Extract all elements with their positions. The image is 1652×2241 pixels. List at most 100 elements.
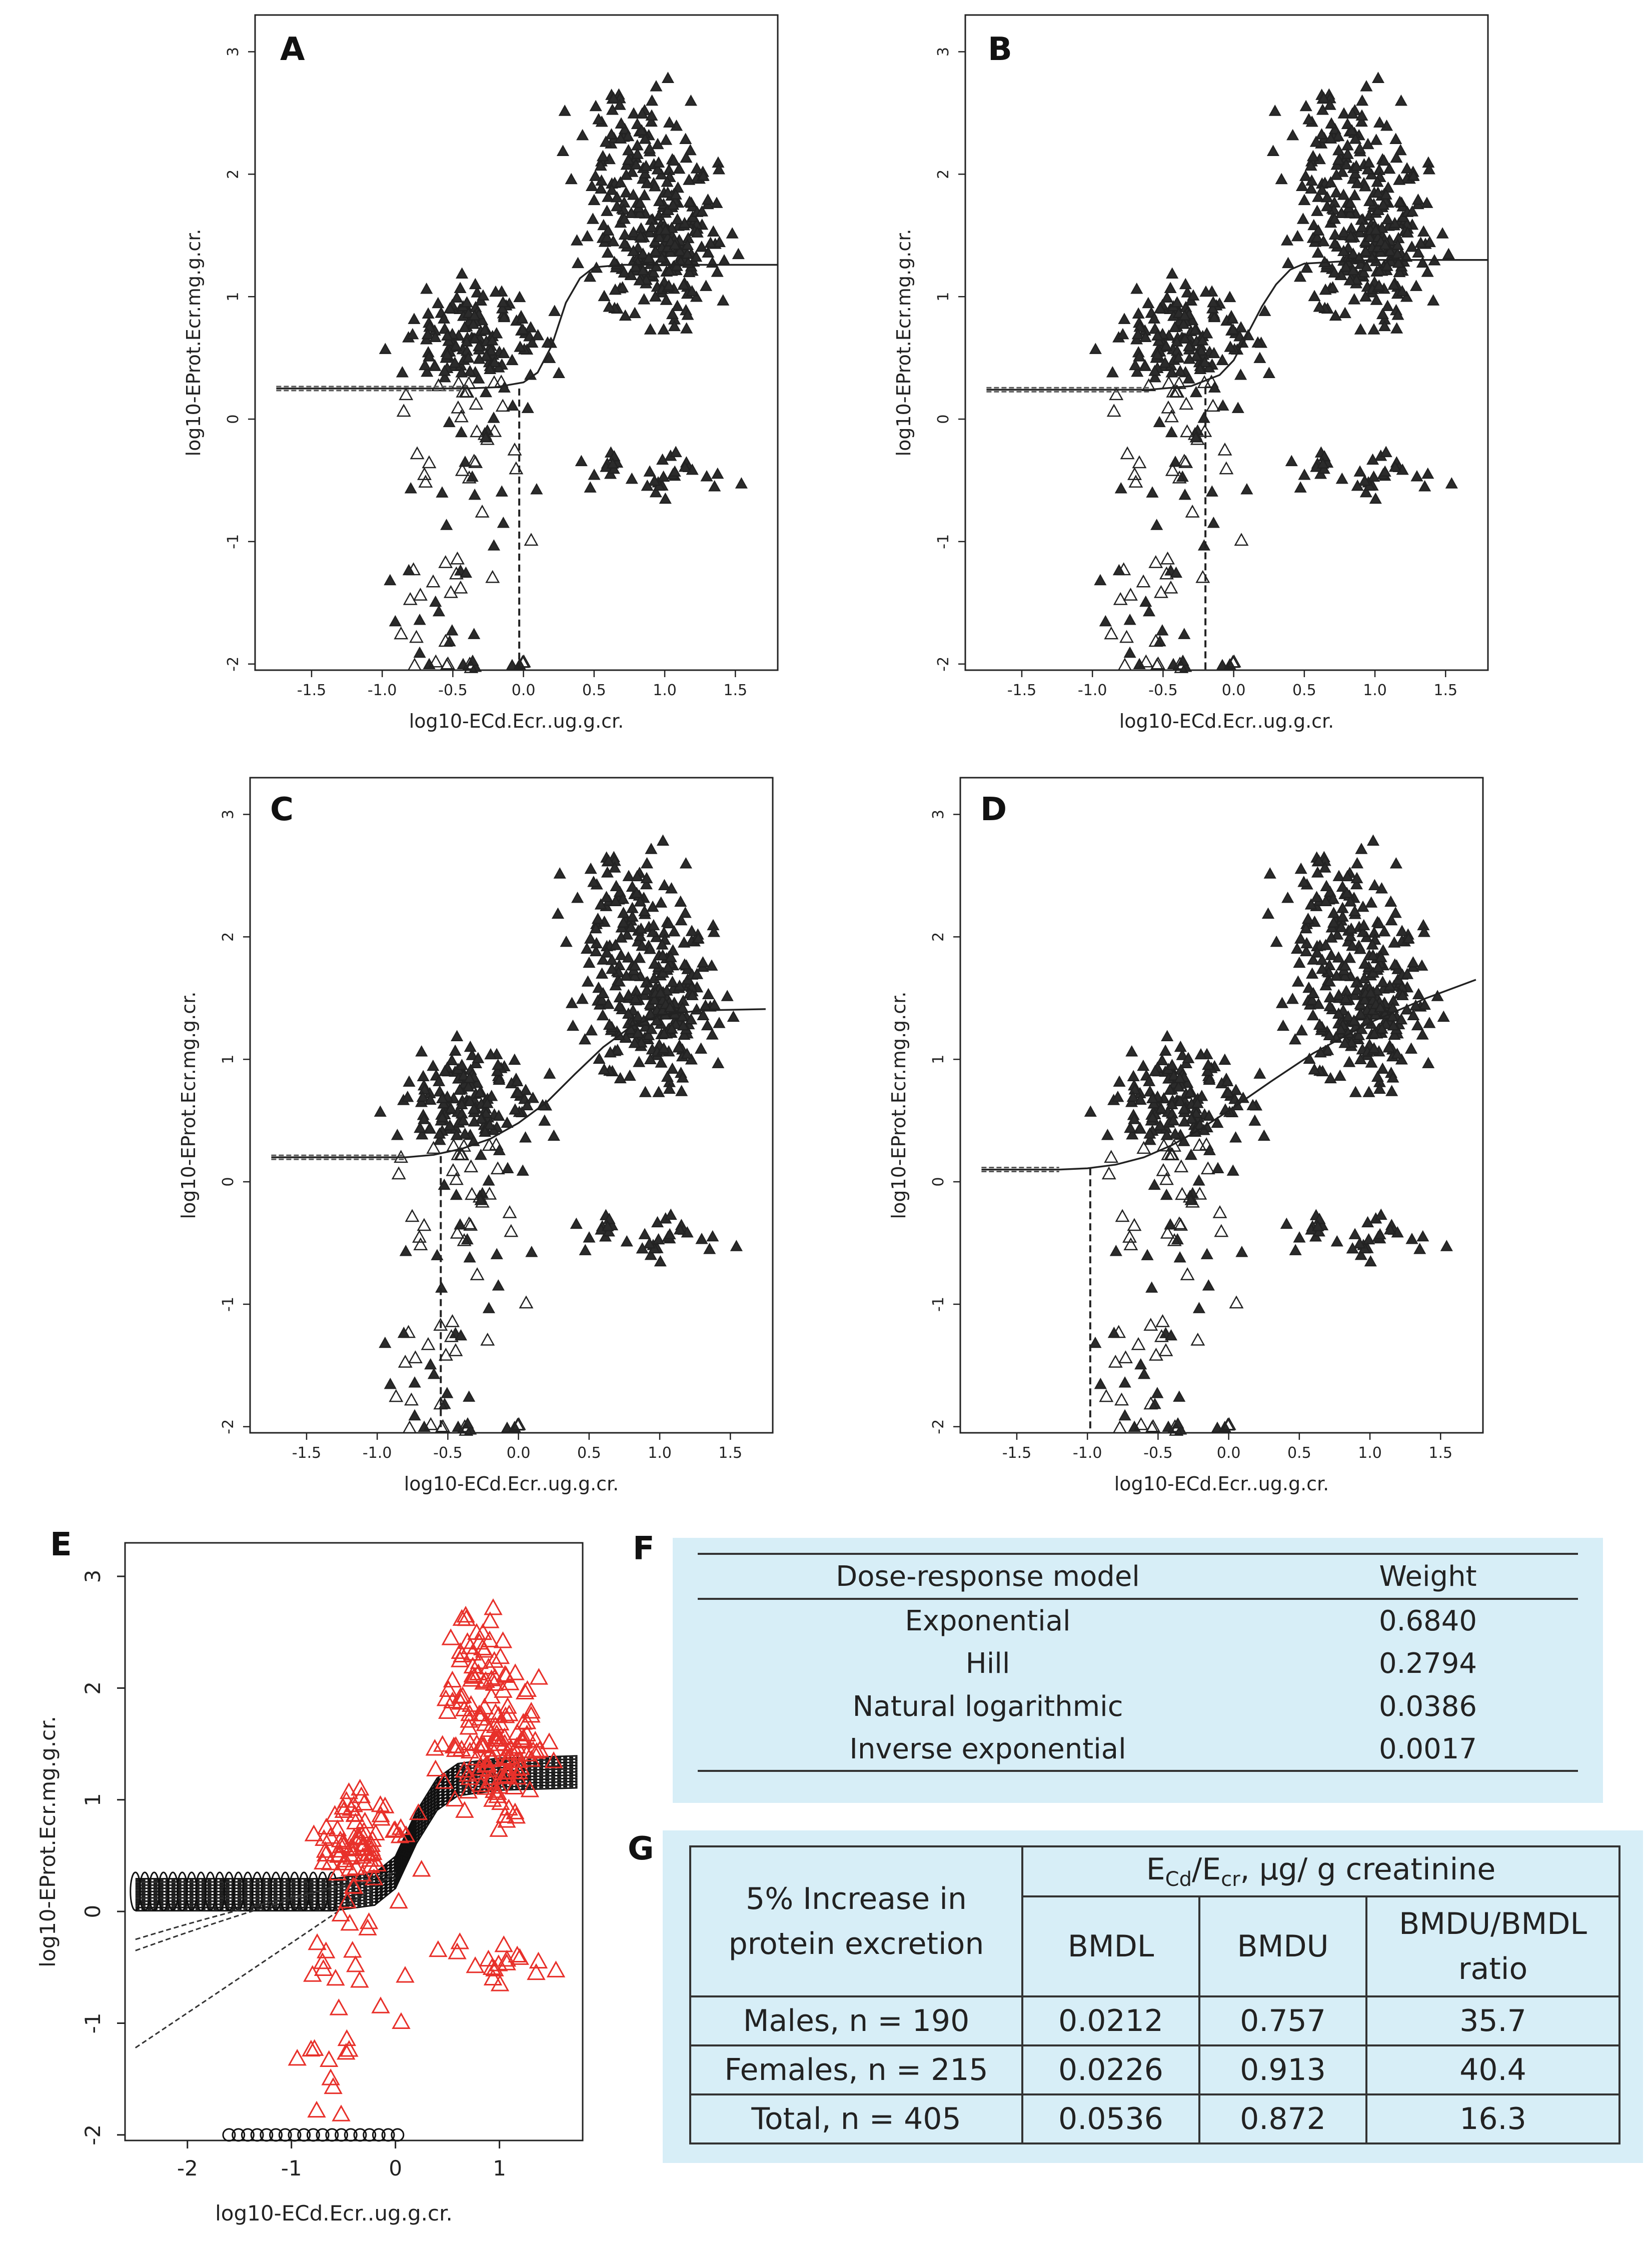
scatter-point	[605, 954, 619, 965]
scatter-point	[408, 1350, 423, 1364]
scatter-point	[460, 1768, 479, 1785]
scatter-point	[1165, 426, 1178, 438]
scatter-point	[1330, 969, 1343, 981]
scatter-point	[656, 453, 669, 465]
table-row: Inverse exponential 0.0017	[698, 1728, 1578, 1771]
scatter-point	[498, 311, 511, 323]
scatter-point	[518, 1680, 537, 1697]
scatter-point	[1177, 454, 1192, 467]
scatter-point	[482, 1302, 496, 1313]
scatter-point	[706, 1230, 719, 1242]
scatter-point	[1148, 1178, 1161, 1190]
scatter-point	[1159, 1044, 1172, 1056]
scatter-point	[422, 455, 437, 469]
scatter-point	[1372, 917, 1385, 929]
scatter-point	[609, 939, 622, 950]
scatter-point	[444, 1102, 458, 1114]
scatter-point	[1116, 328, 1129, 340]
scatter-point	[379, 343, 392, 354]
scatter-point	[446, 1163, 461, 1176]
scatter-point	[350, 1971, 369, 1988]
scatter-point	[631, 1026, 645, 1038]
scatter-point	[1293, 956, 1306, 968]
fit-curve	[276, 264, 778, 390]
scatter-point	[666, 976, 679, 987]
scatter-point	[408, 313, 421, 324]
scatter-point	[436, 1111, 449, 1123]
scatter-point	[615, 949, 628, 960]
scatter-point	[1281, 257, 1295, 269]
scatter-point	[502, 1205, 517, 1218]
scatter-point	[461, 1733, 480, 1751]
scatter-point	[418, 475, 433, 488]
scatter-point	[1362, 1233, 1375, 1245]
scatter-point	[697, 169, 710, 181]
scatter-point	[1338, 969, 1351, 981]
scatter-point	[433, 1127, 446, 1139]
scatter-point	[525, 1245, 538, 1257]
scatter-point	[1178, 309, 1191, 321]
scatter-point	[1253, 352, 1266, 363]
scatter-point	[1192, 1174, 1205, 1186]
scatter-point	[481, 1097, 494, 1108]
scatter-point	[1112, 564, 1125, 576]
scatter-point	[547, 1129, 560, 1141]
scatter-point	[1370, 134, 1383, 145]
scatter-point	[651, 1216, 664, 1228]
censored-marker	[260, 2128, 274, 2142]
scatter-point	[1374, 1208, 1387, 1220]
scatter-point	[1384, 895, 1397, 907]
scatter-point	[1341, 870, 1354, 882]
scatter-point	[1380, 260, 1393, 271]
scatter-point	[589, 100, 602, 112]
scatter-point	[344, 1795, 364, 1812]
scatter-point	[482, 1958, 502, 1975]
scatter-point	[1319, 895, 1332, 906]
scatter-point	[1331, 928, 1344, 940]
scatter-point	[514, 341, 527, 352]
scatter-point	[392, 2012, 411, 2029]
scatter-point	[491, 1065, 504, 1076]
scatter-point	[669, 446, 682, 458]
scatter-point	[680, 151, 693, 163]
scatter-point	[1181, 286, 1194, 298]
x-tick-label: 1.5	[1433, 682, 1457, 699]
scatter-point	[1226, 1164, 1239, 1176]
scatter-point	[506, 399, 519, 411]
scatter-point	[1325, 117, 1338, 129]
scatter-point	[1382, 1041, 1395, 1053]
scatter-point	[620, 1235, 633, 1247]
scatter-point	[701, 193, 714, 205]
scatter-point	[702, 246, 715, 258]
x-tick-label: 0.5	[1287, 1444, 1311, 1462]
scatter-point	[1414, 237, 1427, 248]
scatter-point	[1156, 1163, 1171, 1176]
scatter-point	[1167, 1233, 1182, 1246]
scatter-point	[421, 328, 434, 340]
scatter-point	[645, 115, 658, 127]
scatter-point	[1299, 100, 1312, 112]
scatter-point	[686, 285, 699, 297]
scatter-point	[1199, 285, 1212, 297]
scatter-point	[487, 539, 501, 551]
scatter-point	[448, 1942, 467, 1959]
scatter-point	[629, 992, 642, 1004]
scatter-point	[1207, 517, 1220, 528]
scatter-point	[1122, 1229, 1137, 1243]
table-g-corner-line1: 5% Increase in	[746, 1881, 967, 1916]
table-f-header-row: Dose-response model Weight	[698, 1554, 1578, 1599]
x-tick-label: -0.5	[438, 682, 468, 699]
scatter-point	[679, 906, 692, 918]
scatter-point	[584, 481, 597, 493]
table-g-corner: 5% Increase in protein excretion	[689, 1845, 1023, 1997]
scatter-point	[403, 592, 418, 605]
scatter-point	[1178, 332, 1191, 344]
scatter-point	[1148, 1065, 1162, 1076]
scatter-point	[396, 366, 409, 378]
x-tick-label: -0.5	[433, 1444, 463, 1462]
scatter-point	[600, 231, 613, 243]
y-axis-label: log10-EProt.Ecr.mg.g.cr.	[36, 1716, 60, 1967]
scatter-point	[541, 336, 554, 348]
scatter-point	[401, 1090, 414, 1102]
scatter-point	[436, 486, 449, 498]
